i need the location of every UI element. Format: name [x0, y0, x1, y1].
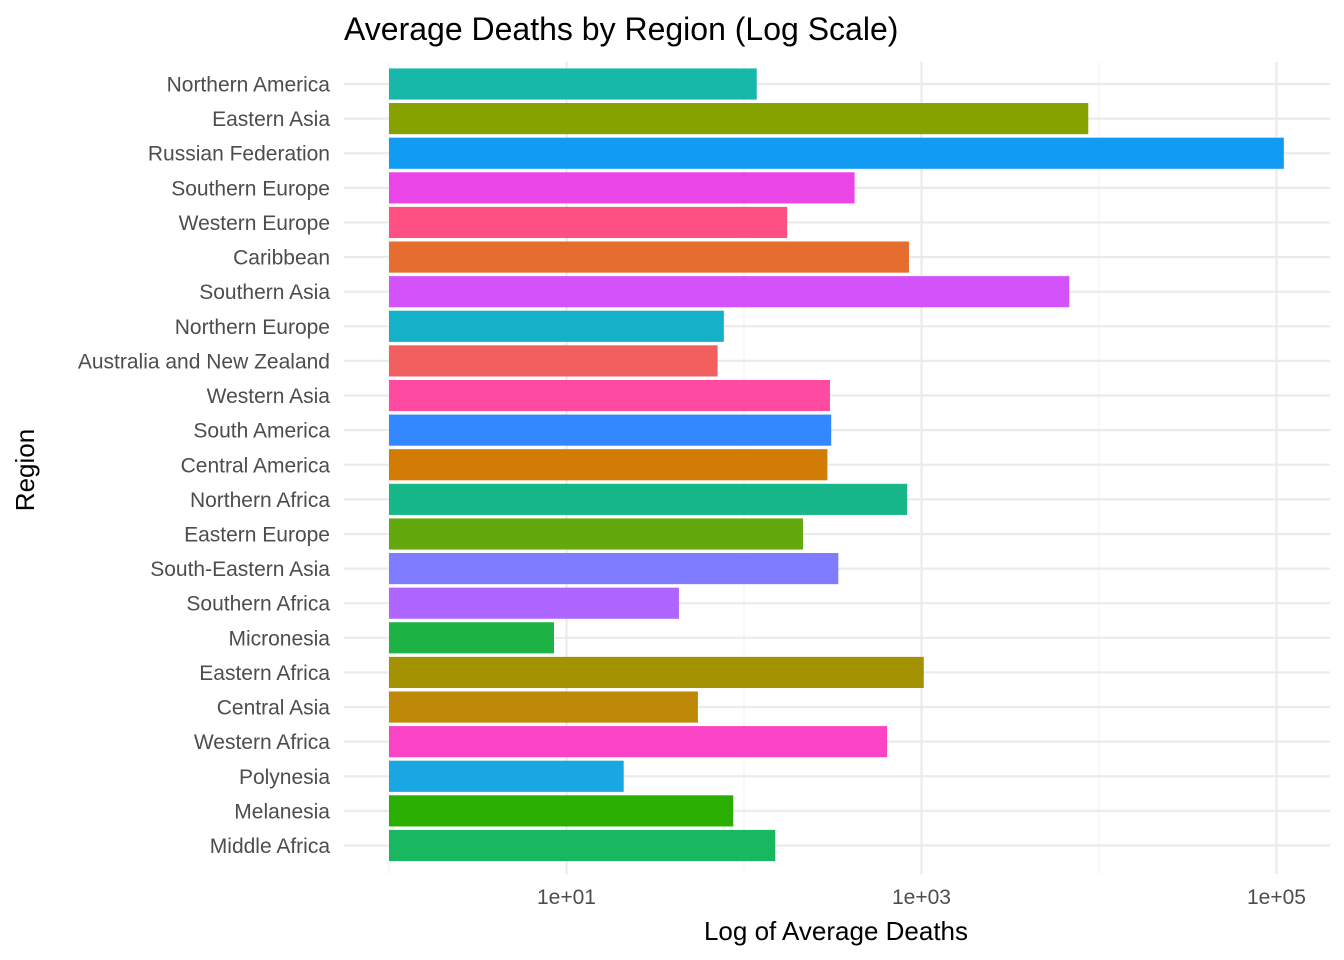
y-tick-label: Caribbean — [233, 247, 330, 270]
bar — [389, 241, 909, 273]
chart-title: Average Deaths by Region (Log Scale) — [344, 11, 898, 47]
y-tick-label: Southern Africa — [186, 593, 330, 616]
y-axis-title: Region — [10, 429, 40, 511]
bar — [389, 172, 855, 204]
bar — [389, 795, 734, 827]
x-tick-label: 1e+03 — [892, 886, 951, 909]
x-tick-labels: 1e+01 1e+03 1e+05 — [537, 886, 1306, 909]
y-tick-labels: Northern America Eastern Asia Russian Fede… — [78, 74, 330, 859]
bar — [389, 449, 828, 481]
y-tick-label: Melanesia — [234, 800, 330, 823]
bar — [389, 691, 698, 723]
bar — [389, 137, 1284, 169]
bar — [389, 68, 757, 100]
y-tick-label: Australia and New Zealand — [78, 350, 330, 373]
bar — [389, 760, 624, 792]
x-tick-label: 1e+05 — [1247, 886, 1306, 909]
y-tick-label: Eastern Europe — [184, 523, 330, 546]
y-tick-label: South America — [193, 420, 330, 443]
y-tick-label: Micronesia — [228, 627, 330, 650]
y-tick-label: South-Eastern Asia — [150, 558, 330, 581]
bar — [389, 622, 554, 654]
y-tick-label: Northern Europe — [175, 316, 330, 339]
y-tick-label: Northern Africa — [190, 489, 330, 512]
y-tick-label: Middle Africa — [210, 835, 331, 858]
y-tick-label: Western Europe — [179, 212, 330, 235]
y-tick-label: Eastern Africa — [199, 662, 330, 685]
y-tick-label: Northern America — [167, 74, 331, 97]
bar — [389, 414, 832, 446]
bar — [389, 483, 908, 515]
y-tick-label: Western Asia — [207, 385, 331, 408]
x-tick-label: 1e+01 — [537, 886, 596, 909]
bar — [389, 379, 830, 412]
y-tick-label: Polynesia — [239, 766, 330, 789]
bars — [389, 68, 1284, 862]
y-tick-label: Southern Asia — [199, 281, 330, 304]
bar — [389, 103, 1089, 135]
bar — [389, 726, 888, 758]
bar — [389, 345, 718, 377]
bar — [389, 829, 776, 862]
bar — [389, 587, 679, 619]
y-tick-label: Central America — [181, 454, 331, 477]
bar — [389, 518, 804, 550]
y-tick-label: Russian Federation — [148, 143, 330, 166]
bar — [389, 310, 724, 342]
y-tick-label: Central Asia — [217, 697, 331, 720]
bar — [389, 276, 1070, 308]
bar — [389, 206, 788, 239]
bar — [389, 656, 924, 689]
bar — [389, 553, 839, 585]
y-tick-label: Eastern Asia — [212, 108, 330, 131]
y-tick-label: Southern Europe — [171, 177, 330, 200]
y-tick-label: Western Africa — [194, 731, 330, 754]
x-axis-title: Log of Average Deaths — [704, 916, 968, 946]
